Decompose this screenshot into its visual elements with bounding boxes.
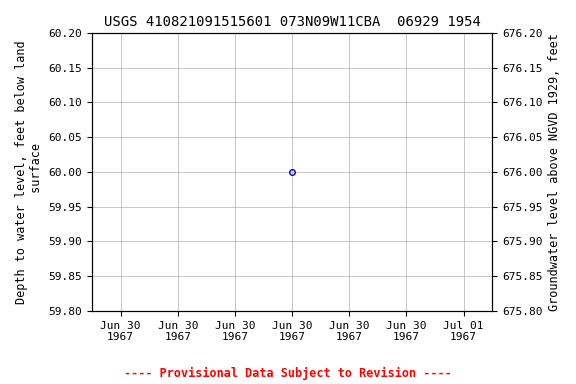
Y-axis label: Depth to water level, feet below land
 surface: Depth to water level, feet below land su… [15,40,43,304]
Title: USGS 410821091515601 073N09W11CBA  06929 1954: USGS 410821091515601 073N09W11CBA 06929 … [104,15,480,29]
Y-axis label: Groundwater level above NGVD 1929, feet: Groundwater level above NGVD 1929, feet [548,33,561,311]
Text: ---- Provisional Data Subject to Revision ----: ---- Provisional Data Subject to Revisio… [124,367,452,380]
